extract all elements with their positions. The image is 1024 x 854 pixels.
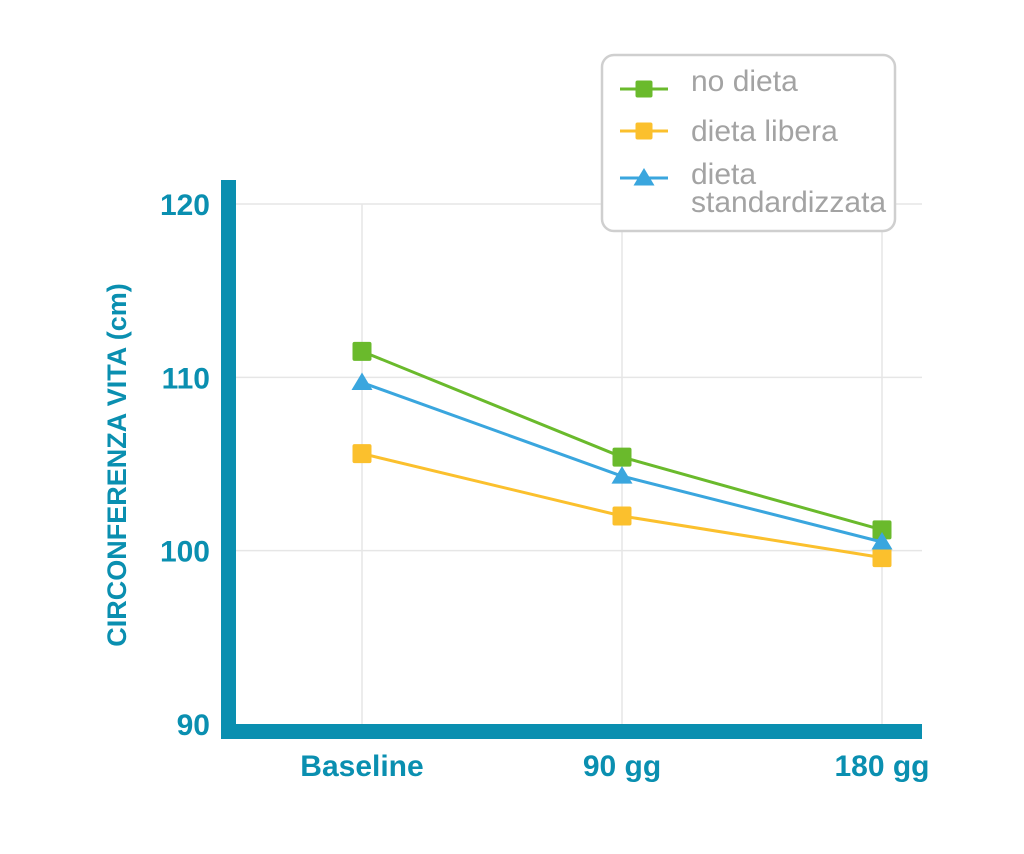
data-point xyxy=(352,444,372,464)
legend-marker xyxy=(633,168,655,186)
series-2 xyxy=(351,372,893,550)
x-axis-line xyxy=(221,724,922,739)
legend-item: no dieta xyxy=(620,65,798,98)
data-point xyxy=(352,341,372,361)
legend-label: dieta standardizzata xyxy=(691,158,886,219)
legend-marker xyxy=(635,122,653,140)
data-point xyxy=(612,506,632,526)
legend: no dieta dieta libera dieta standardizzata xyxy=(600,53,897,233)
series-0 xyxy=(352,341,892,540)
x-tick-label: Baseline xyxy=(300,750,423,783)
y-axis-line xyxy=(221,180,236,739)
y-axis-title: CIRCONFERENZA VITA (cm) xyxy=(102,283,132,647)
x-tick-label: 90 gg xyxy=(583,750,661,783)
y-tick-label: 100 xyxy=(160,536,210,569)
data-point xyxy=(871,532,893,550)
x-tick-labels: Baseline 90 gg 180 gg xyxy=(300,750,929,783)
x-tick-label: 180 gg xyxy=(834,750,929,783)
data-point xyxy=(611,466,633,484)
legend-label: dieta libera xyxy=(691,115,838,148)
data-point xyxy=(872,520,892,540)
data-point xyxy=(351,372,373,391)
grid-lines xyxy=(236,203,922,724)
legend-box xyxy=(600,53,897,233)
y-tick-label: 90 xyxy=(177,709,210,742)
legend-marker xyxy=(635,80,653,98)
series-group xyxy=(351,341,893,568)
y-tick-label: 110 xyxy=(162,362,210,395)
legend-label: no dieta xyxy=(691,65,798,98)
axes xyxy=(221,180,922,739)
data-point xyxy=(872,548,892,568)
legend-item: dieta libera xyxy=(620,115,838,148)
series-1 xyxy=(352,444,892,568)
data-point xyxy=(612,447,632,467)
y-tick-labels: 90 100 110 120 xyxy=(160,189,210,742)
legend-item: dieta standardizzata xyxy=(620,158,886,219)
y-tick-label: 120 xyxy=(160,189,210,222)
